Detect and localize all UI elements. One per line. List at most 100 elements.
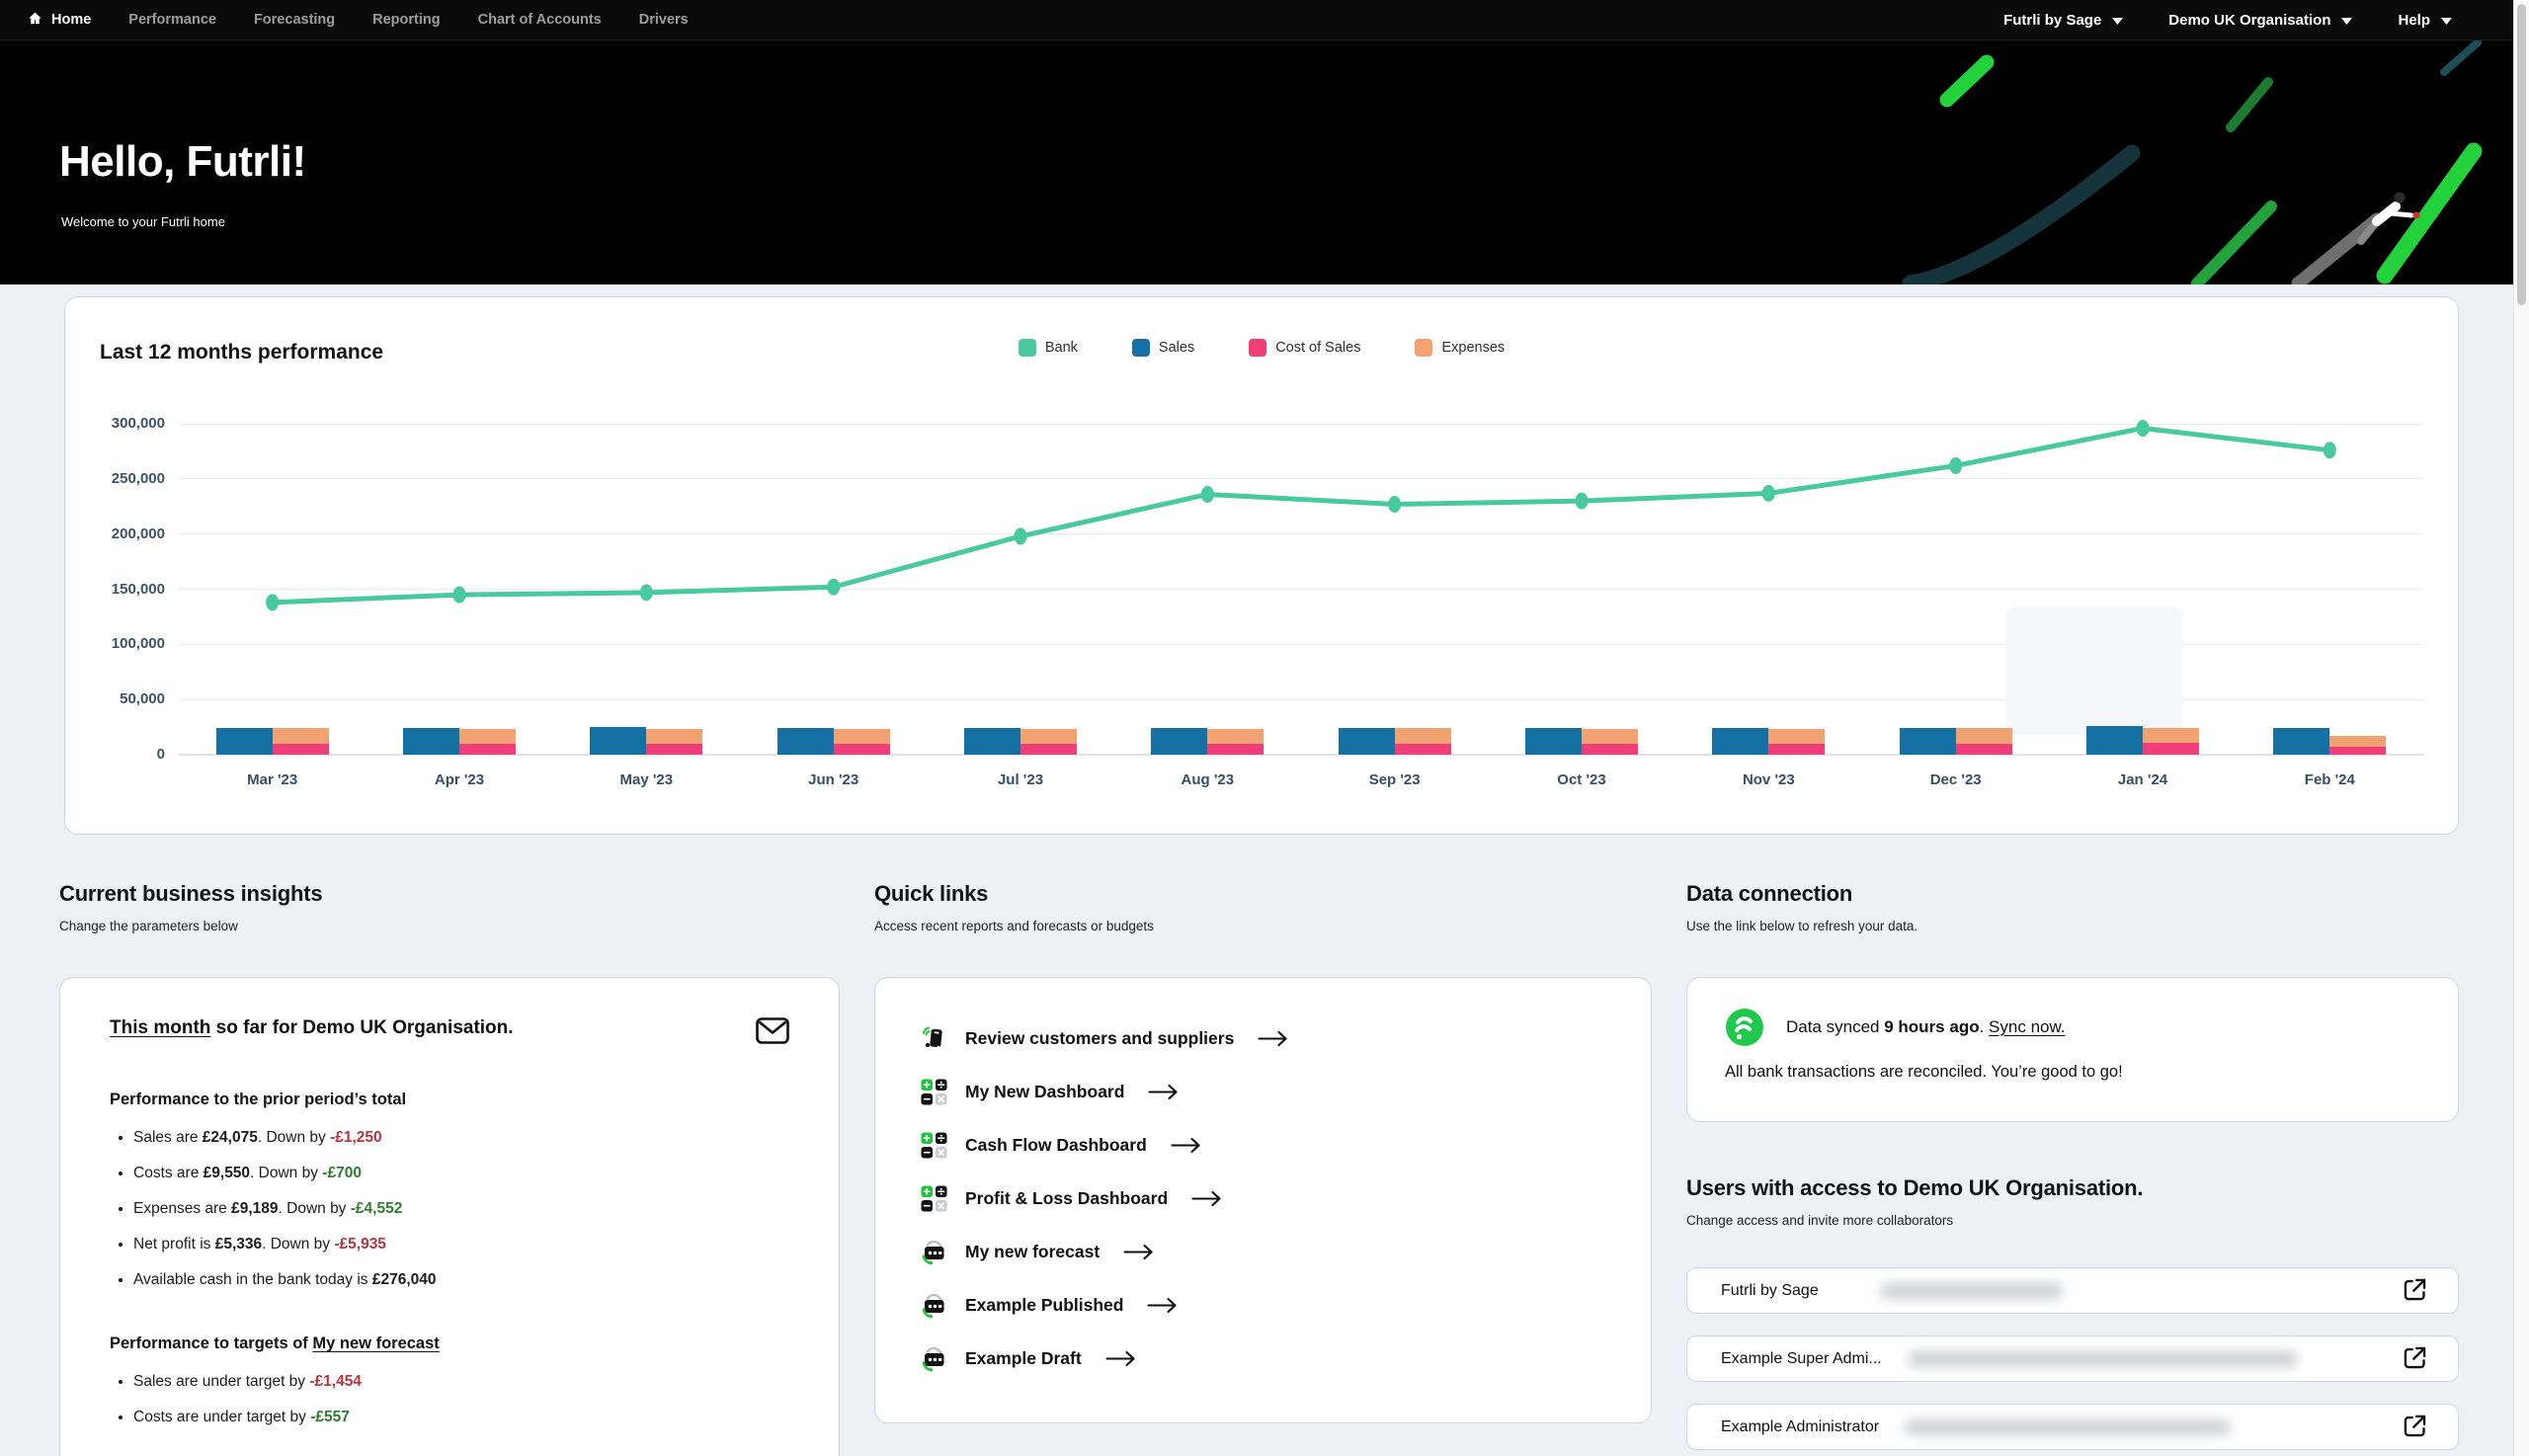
users-section: Users with access to Demo UK Organisatio…	[1686, 1175, 2459, 1450]
page-scrollbar[interactable]	[2513, 0, 2529, 1456]
customers-review-icon	[921, 1025, 947, 1052]
bar-sales	[2273, 727, 2330, 755]
email-insights-button[interactable]	[756, 1017, 789, 1047]
quick-link-example-draft[interactable]: Example Draft	[921, 1332, 1605, 1385]
prior-period-list: Sales are £24,075. Down by -£1,250Costs …	[133, 1127, 789, 1291]
sync-now-link[interactable]: Sync now.	[1989, 1017, 2066, 1036]
sync-status-text: Data synced 9 hours ago. Sync now.	[1786, 1017, 2066, 1036]
data-connection-card: Data synced 9 hours ago. Sync now. All b…	[1686, 977, 2459, 1122]
nav-item-forecasting[interactable]: Forecasting	[254, 12, 335, 28]
bar-expenses	[646, 728, 703, 745]
quick-link-my-new-forecast[interactable]: My new forecast	[921, 1225, 1605, 1278]
bullet-delta: -£700	[322, 1165, 362, 1181]
bullet-text: Costs are	[133, 1165, 204, 1181]
hero-decoration-graphic	[1902, 40, 2483, 284]
bar-sales	[2086, 725, 2143, 755]
nav-menu-futrli-by-sage[interactable]: Futrli by Sage	[2003, 11, 2124, 29]
dashboard-icon	[921, 1079, 947, 1105]
bullet-text: Costs are under target by	[133, 1409, 311, 1425]
bullet-text: . Down by	[278, 1200, 351, 1217]
nav-item-label: Reporting	[372, 12, 441, 28]
quick-link-label: Cash Flow Dashboard	[965, 1134, 1147, 1155]
quick-links-subtitle: Access recent reports and forecasts or b…	[874, 919, 1154, 933]
y-axis-label: 250,000	[111, 469, 165, 487]
quick-link-review-customers-and-suppliers[interactable]: Review customers and suppliers	[921, 1011, 1605, 1065]
arrow-right-icon	[1123, 1244, 1154, 1260]
nav-item-reporting[interactable]: Reporting	[372, 12, 440, 28]
quick-links-section: Quick links Access recent reports and fo…	[874, 881, 1652, 1423]
nav-menu-demo-uk-organisation[interactable]: Demo UK Organisation	[2168, 12, 2353, 29]
bullet-delta: -£5,935	[334, 1236, 386, 1253]
bar-cost-of-sales	[1768, 744, 1826, 755]
nav-item-performance[interactable]: Performance	[128, 12, 216, 28]
user-row-futrli-by-sage[interactable]: Futrli by Sage	[1686, 1267, 2459, 1314]
open-user-button[interactable]	[2402, 1276, 2428, 1306]
quick-link-cash-flow-dashboard[interactable]: Cash Flow Dashboard	[921, 1118, 1605, 1172]
bar-expenses	[1394, 728, 1451, 744]
bar-cost-of-sales	[833, 744, 890, 755]
reconciliation-status: All bank transactions are reconciled. Yo…	[1725, 1063, 2123, 1081]
chart-ghost-overlay	[2006, 607, 2182, 735]
bullet-delta: -£1,454	[309, 1373, 362, 1390]
x-axis-label: Feb '24	[2304, 771, 2355, 788]
quick-link-example-published[interactable]: Example Published	[921, 1278, 1605, 1332]
quick-link-label: My New Dashboard	[965, 1081, 1125, 1101]
bar-sales	[776, 728, 834, 755]
gridline	[179, 698, 2423, 700]
open-user-button[interactable]	[2402, 1344, 2428, 1374]
bullet-text: . Down by	[257, 1129, 331, 1146]
external-link-icon	[2402, 1344, 2428, 1374]
scrollbar-thumb[interactable]	[2517, 4, 2526, 305]
quick-link-label: Example Draft	[965, 1347, 1082, 1368]
chevron-down-icon	[2341, 12, 2353, 29]
bar-sales	[1525, 728, 1582, 755]
bullet-text: . Down by	[262, 1236, 335, 1253]
data-connection-heading: Data connection	[1686, 881, 1853, 906]
user-name: Example Super Admi...	[1721, 1349, 1882, 1367]
bullet-delta: -£1,250	[330, 1129, 382, 1146]
legend-item-bank: Bank	[1018, 339, 1078, 357]
quick-link-my-new-dashboard[interactable]: My New Dashboard	[921, 1065, 1605, 1118]
user-row-example-administrator[interactable]: Example Administrator	[1686, 1404, 2459, 1450]
bar-expenses	[1020, 728, 1077, 744]
top-nav: Home Performance Forecasting Reporting Chart…	[0, 0, 2529, 40]
bar-expenses	[1207, 728, 1264, 745]
gridline	[179, 478, 2423, 480]
nav-item-chart-of-accounts[interactable]: Chart of Accounts	[478, 12, 602, 28]
forecast-icon	[921, 1345, 947, 1372]
quick-link-label: Example Published	[965, 1294, 1124, 1315]
quick-link-label: Review customers and suppliers	[965, 1027, 1235, 1048]
x-axis-label: Apr '23	[434, 771, 485, 788]
account-nav: Futrli by Sage Demo UK Organisation Help	[2003, 12, 2470, 29]
nav-menu-help[interactable]: Help	[2398, 12, 2452, 29]
legend-swatch-cost-of-sales	[1249, 339, 1267, 357]
legend-label: Expenses	[1441, 340, 1506, 356]
user-row-example-super-admi[interactable]: Example Super Admi...	[1686, 1335, 2459, 1382]
external-link-icon	[2402, 1276, 2428, 1306]
bar-expenses	[1768, 728, 1826, 745]
page-subtitle: Welcome to your Futrli home	[61, 214, 225, 229]
nav-menu-label: Futrli by Sage	[2003, 11, 2102, 29]
nav-item-home[interactable]: Home	[28, 11, 91, 30]
my-new-forecast-link[interactable]: My new forecast	[312, 1335, 440, 1352]
primary-nav: Home Performance Forecasting Reporting Chart…	[28, 11, 689, 30]
legend-swatch-sales	[1131, 339, 1150, 357]
open-user-button[interactable]	[2402, 1413, 2428, 1442]
bullet-delta: -£4,552	[350, 1200, 403, 1217]
data-connection-subtitle: Use the link below to refresh your data.	[1686, 919, 1918, 933]
arrow-right-icon	[1171, 1137, 1201, 1154]
redacted-email	[1905, 1418, 2232, 1435]
bar-sales	[1712, 728, 1769, 755]
x-axis-label: Oct '23	[1557, 771, 1606, 788]
targets-heading: Performance to targets of My new forecas…	[110, 1335, 440, 1352]
quick-link-profit-loss-dashboard[interactable]: Profit & Loss Dashboard	[921, 1172, 1605, 1225]
nav-item-label: Chart of Accounts	[477, 12, 602, 28]
this-month-link[interactable]: This month	[110, 1017, 211, 1038]
bar-cost-of-sales	[1394, 743, 1451, 755]
insight-bullet: Net profit is £5,336. Down by -£5,935	[133, 1234, 789, 1255]
bullet-value: £276,040	[371, 1271, 437, 1288]
bullet-delta: -£557	[310, 1409, 350, 1425]
nav-item-drivers[interactable]: Drivers	[639, 12, 689, 28]
insights-heading: Current business insights	[59, 881, 323, 906]
bar-sales	[403, 727, 459, 755]
